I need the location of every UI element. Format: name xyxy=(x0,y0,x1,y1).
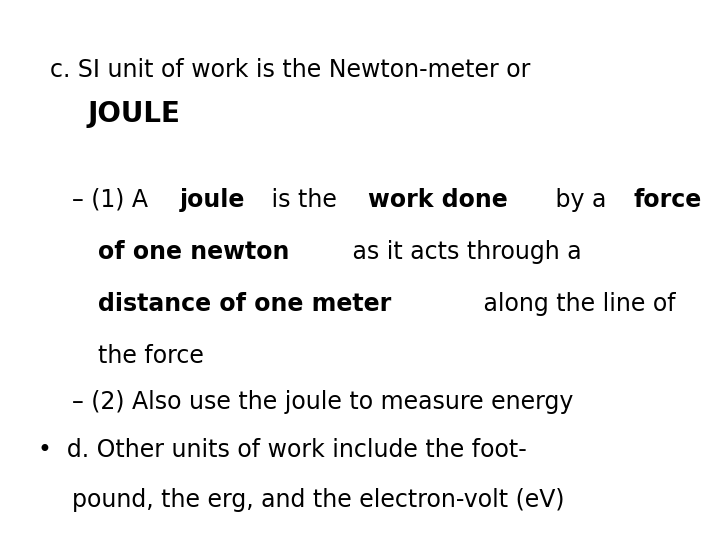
Text: along the line of: along the line of xyxy=(477,292,676,316)
Text: of one newton: of one newton xyxy=(98,240,289,264)
Text: – (1) A: – (1) A xyxy=(72,188,156,212)
Text: the force: the force xyxy=(98,344,204,368)
Text: pound, the erg, and the electron-volt (eV): pound, the erg, and the electron-volt (e… xyxy=(72,488,564,512)
Text: is the: is the xyxy=(264,188,344,212)
Text: – (2) Also use the joule to measure energy: – (2) Also use the joule to measure ener… xyxy=(72,390,573,414)
Text: c. SI unit of work is the Newton-meter or: c. SI unit of work is the Newton-meter o… xyxy=(50,58,531,82)
Text: distance of one meter: distance of one meter xyxy=(98,292,391,316)
Text: force: force xyxy=(633,188,701,212)
Text: as it acts through a: as it acts through a xyxy=(345,240,582,264)
Text: by a: by a xyxy=(548,188,614,212)
Text: •  d. Other units of work include the foot-: • d. Other units of work include the foo… xyxy=(38,438,527,462)
Text: work done: work done xyxy=(368,188,508,212)
Text: JOULE: JOULE xyxy=(88,100,181,128)
Text: joule: joule xyxy=(180,188,245,212)
